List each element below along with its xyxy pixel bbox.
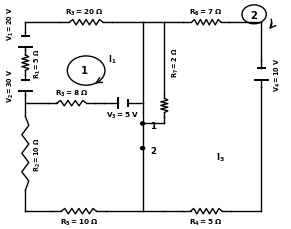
Text: $\mathbf{R_4 = 5\ \Omega}$: $\mathbf{R_4 = 5\ \Omega}$ (189, 216, 223, 226)
Text: $\mathbf{2}$: $\mathbf{2}$ (250, 9, 258, 21)
Text: $\mathbf{R_3 = 8\ \Omega}$: $\mathbf{R_3 = 8\ \Omega}$ (55, 89, 88, 99)
Text: $\mathbf{V_3 = 5\ V}$: $\mathbf{V_3 = 5\ V}$ (107, 110, 140, 121)
Text: $\mathbf{1}$: $\mathbf{1}$ (81, 64, 89, 76)
Text: $\mathbf{I_1}$: $\mathbf{I_1}$ (108, 53, 116, 65)
Text: $\mathbf{V_4 = 10\ V}$: $\mathbf{V_4 = 10\ V}$ (273, 57, 283, 92)
Circle shape (141, 147, 145, 150)
Text: $\mathbf{R_6 = 7\ \Omega}$: $\mathbf{R_6 = 7\ \Omega}$ (189, 8, 223, 18)
Text: $\mathbf{R_3 = 20\ \Omega}$: $\mathbf{R_3 = 20\ \Omega}$ (65, 8, 104, 18)
Circle shape (141, 122, 145, 125)
Text: $\mathbf{V_2 = 30\ V}$: $\mathbf{V_2 = 30\ V}$ (6, 68, 16, 103)
Text: $\mathbf{I_3}$: $\mathbf{I_3}$ (216, 151, 225, 164)
Text: $\mathbf{R_2 = 10\ \Omega}$: $\mathbf{R_2 = 10\ \Omega}$ (33, 136, 43, 171)
Text: $\mathbf{R_1 = 5\ \Omega}$: $\mathbf{R_1 = 5\ \Omega}$ (33, 48, 43, 79)
Text: $\mathbf{R_5 = 10\ \Omega}$: $\mathbf{R_5 = 10\ \Omega}$ (60, 216, 98, 226)
Text: $\mathbf{R_7 = 2\ \Omega}$: $\mathbf{R_7 = 2\ \Omega}$ (171, 47, 181, 77)
Text: $\mathbf{1}$: $\mathbf{1}$ (150, 120, 157, 131)
Text: $\mathbf{V_1 = 20\ V}$: $\mathbf{V_1 = 20\ V}$ (6, 6, 16, 41)
Text: $\mathbf{2}$: $\mathbf{2}$ (150, 144, 157, 155)
